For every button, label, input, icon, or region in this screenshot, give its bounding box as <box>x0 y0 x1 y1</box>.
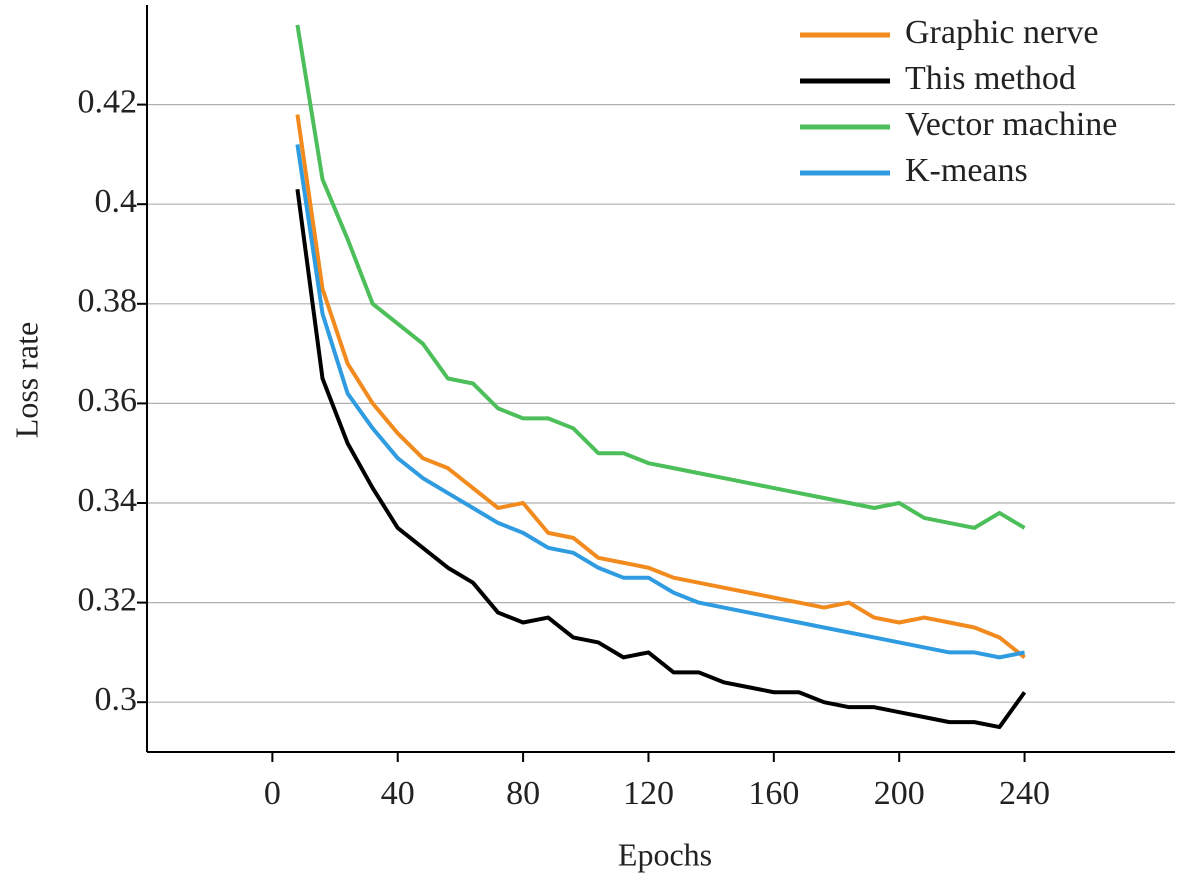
legend-label: K-means <box>905 152 1028 189</box>
x-tick-label: 80 <box>506 775 540 812</box>
y-tick-label: 0.32 <box>78 581 138 618</box>
legend-label: Graphic nerve <box>905 14 1099 51</box>
series-line <box>295 188 1027 730</box>
legend-label: This method <box>905 60 1076 97</box>
x-axis-label: Epochs <box>618 836 712 872</box>
x-tick-label: 120 <box>623 775 674 812</box>
series-line <box>295 114 1026 659</box>
y-tick-label: 0.34 <box>78 482 138 519</box>
y-tick-label: 0.36 <box>78 382 138 419</box>
y-tick-label: 0.42 <box>78 83 138 120</box>
y-axis-label: Loss rate <box>8 322 44 438</box>
series-line <box>295 144 1025 660</box>
x-tick-label: 0 <box>264 775 281 812</box>
x-tick-label: 240 <box>999 775 1050 812</box>
legend-label: Vector machine <box>905 106 1117 143</box>
series-line <box>295 24 1026 530</box>
y-tick-label: 0.38 <box>78 283 138 320</box>
x-tick-label: 200 <box>874 775 925 812</box>
x-tick-label: 160 <box>748 775 799 812</box>
y-tick-label: 0.3 <box>95 681 138 718</box>
y-tick-label: 0.4 <box>95 183 138 220</box>
x-tick-label: 40 <box>381 775 415 812</box>
